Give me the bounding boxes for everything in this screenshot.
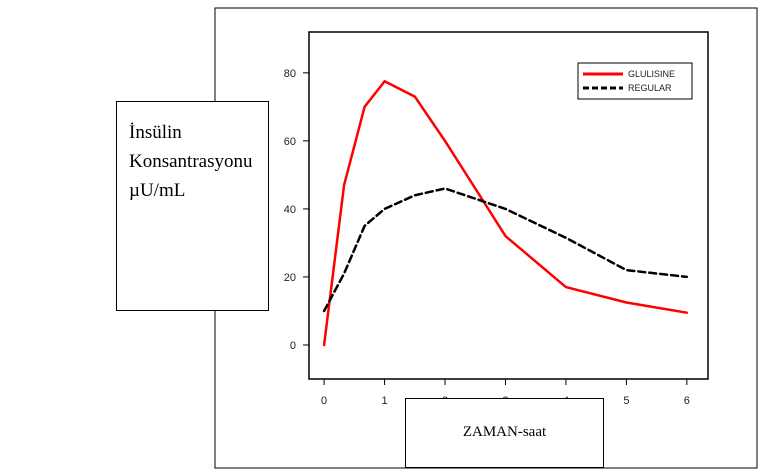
legend-box bbox=[577, 62, 693, 100]
legend: GLULISINE REGULAR bbox=[577, 62, 693, 100]
x-tick-label: 5 bbox=[623, 395, 629, 407]
x-tick-label: 1 bbox=[382, 395, 388, 407]
y-tick-label: 20 bbox=[284, 272, 296, 284]
series-line-glulisine bbox=[322, 80, 689, 347]
x-axis-label: ZAMAN-saat bbox=[462, 424, 547, 440]
legend-label-glulisine: GLULISINE bbox=[628, 69, 675, 79]
x-axis-label-box: ZAMAN-saat bbox=[405, 398, 604, 468]
x-tick-label: 0 bbox=[321, 395, 327, 407]
y-tick-label: 60 bbox=[284, 136, 296, 148]
legend-label-regular: REGULAR bbox=[628, 83, 672, 93]
y-axis-label-line-1: İnsülin bbox=[129, 122, 182, 143]
series-layer bbox=[322, 80, 689, 347]
y-tick-label: 0 bbox=[290, 340, 296, 352]
axis-ticks: 0123456020406080 bbox=[284, 68, 690, 407]
y-tick-label: 80 bbox=[284, 68, 296, 80]
x-tick-label: 6 bbox=[684, 395, 690, 407]
plot-area bbox=[308, 31, 709, 380]
series-line-regular bbox=[322, 187, 689, 313]
y-axis-label-line-3: µU/mL bbox=[129, 180, 186, 201]
y-axis-label-box: İnsülin Konsantrasyonu µU/mL bbox=[116, 101, 269, 311]
y-tick-label: 40 bbox=[284, 204, 296, 216]
y-axis-label-line-2: Konsantrasyonu bbox=[129, 151, 253, 172]
